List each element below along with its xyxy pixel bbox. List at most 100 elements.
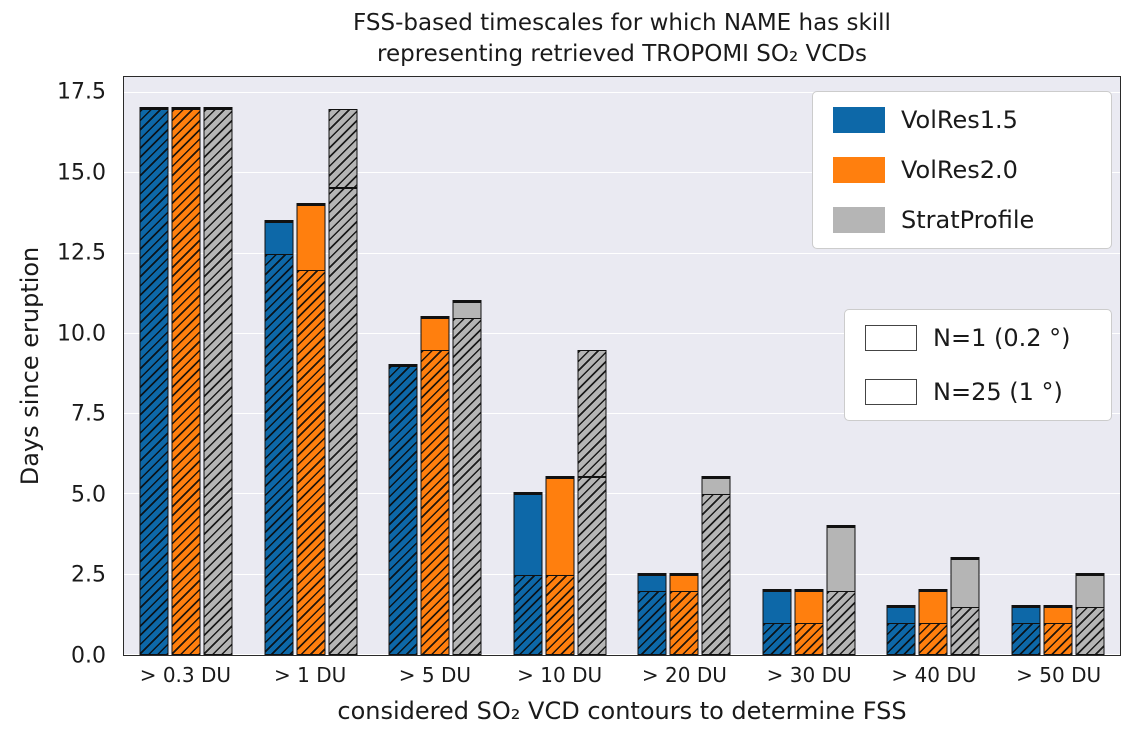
bar-slot-volres1.5 <box>637 77 667 655</box>
bar-slot-stratprofile <box>950 77 980 655</box>
bar-n1 <box>794 622 824 655</box>
bar-slot-stratprofile <box>701 77 731 655</box>
bar-slot-stratprofile <box>328 77 358 655</box>
y-axis-ticks: 0.0 2.5 5.0 7.5 10.0 12.5 15.0 17.5 <box>0 76 112 669</box>
x-tick-label: > 0.3 DU <box>139 663 232 687</box>
y-tick-label: 5.0 <box>71 482 106 508</box>
legend-swatch <box>833 157 885 183</box>
legend-label: N=25 (1 °) <box>933 378 1063 406</box>
bar-slot-volres1.5 <box>762 77 792 655</box>
chart-title-line1: FSS-based timescales for which NAME has … <box>353 10 891 36</box>
bar-n1 <box>1075 606 1105 655</box>
x-tick-label: > 30 DU <box>766 663 852 687</box>
bar-n1 <box>950 606 980 655</box>
bar-n1 <box>452 317 482 655</box>
legend-item: VolRes1.5 <box>833 106 1091 134</box>
bar-n1 <box>1043 622 1073 655</box>
legend-label: N=1 (0.2 °) <box>933 324 1071 352</box>
bar-n25-edge <box>388 364 418 366</box>
bar-n25-edge <box>296 203 326 206</box>
bar-n25-edge <box>637 572 667 575</box>
bar-n25-edge <box>701 476 731 479</box>
bar-n25-edge <box>545 476 575 479</box>
x-tick-label: > 5 DU <box>398 663 471 687</box>
bar-n25-edge <box>452 299 482 302</box>
legend-item: StratProfile <box>833 206 1091 234</box>
x-tick-label: > 50 DU <box>1016 663 1102 687</box>
bar-n1 <box>545 574 575 655</box>
bar-slot-volres1.5 <box>513 77 543 655</box>
bar-slot-volres1.5 <box>139 77 169 655</box>
gridline <box>124 493 1120 495</box>
bar-slot-volres2.0 <box>794 77 824 655</box>
x-axis-ticks: > 0.3 DU > 1 DU > 5 DU > 10 DU > 20 DU > 30 D… <box>123 663 1121 693</box>
bar-slot-volres1.5 <box>388 77 418 655</box>
plot-area: VolRes1.5 VolRes2.0 StratProfile N=1 (0.2 … <box>123 76 1121 656</box>
bar-slot-volres2.0 <box>669 77 699 655</box>
bar-slot-volres2.0 <box>420 77 450 655</box>
bar-n25-edge <box>918 588 948 591</box>
bar-slot-volres2.0 <box>171 77 201 655</box>
bar-n1 <box>826 590 856 655</box>
legend-item: VolRes2.0 <box>833 156 1091 184</box>
bar-n1 <box>1011 622 1041 655</box>
bar-group <box>637 77 731 655</box>
bar-n25-edge <box>328 187 358 190</box>
legend-label: StratProfile <box>901 206 1035 234</box>
bar-slot-volres2.0 <box>918 77 948 655</box>
bar-n25-edge <box>886 604 916 607</box>
bar-slot-stratprofile <box>577 77 607 655</box>
bar-n1 <box>420 349 450 655</box>
legend-swatch <box>833 107 885 133</box>
bar-n1 <box>388 366 418 655</box>
bar-n1 <box>637 590 667 655</box>
x-tick-label: > 10 DU <box>517 663 603 687</box>
bar-slot-volres1.5 <box>264 77 294 655</box>
bar-n25-edge <box>577 476 607 479</box>
bar-n25-edge <box>794 588 824 591</box>
bar-slot-stratprofile <box>452 77 482 655</box>
bar-n25-edge <box>1075 572 1105 575</box>
bar-slot-stratprofile <box>203 77 233 655</box>
gridline <box>124 332 1120 334</box>
bar-n1 <box>886 622 916 655</box>
bar-n25-edge <box>826 524 856 527</box>
x-axis-label: considered SO₂ VCD contours to determine… <box>337 697 907 725</box>
bar-group <box>388 77 482 655</box>
bar-group <box>139 77 233 655</box>
legend-item: N=1 (0.2 °) <box>865 324 1091 352</box>
y-tick-label: 17.5 <box>57 79 106 105</box>
bar-n1 <box>513 574 543 655</box>
bar-slot-stratprofile <box>826 77 856 655</box>
chart-title: FSS-based timescales for which NAME has … <box>123 8 1121 70</box>
bar-group <box>886 77 980 655</box>
variant-legend: N=1 (0.2 °) N=25 (1 °) <box>844 309 1112 421</box>
bar-n1 <box>669 590 699 655</box>
bar-n1 <box>918 622 948 655</box>
bar-group <box>513 77 607 655</box>
x-tick-label: > 1 DU <box>274 663 347 687</box>
series-legend: VolRes1.5 VolRes2.0 StratProfile <box>812 91 1112 249</box>
y-tick-label: 0.0 <box>71 643 106 669</box>
bar-n25-edge <box>762 588 792 591</box>
bar-n1 <box>139 109 169 655</box>
bar-group <box>264 77 358 655</box>
bar-n1 <box>264 253 294 655</box>
bar-n1 <box>328 109 358 655</box>
bar-group <box>762 77 856 655</box>
gridline <box>124 413 1120 415</box>
y-tick-label: 12.5 <box>57 240 106 266</box>
y-tick-label: 7.5 <box>71 401 106 427</box>
gridline <box>124 573 1120 575</box>
bar-slot-volres2.0 <box>296 77 326 655</box>
legend-item: N=25 (1 °) <box>865 378 1091 406</box>
gridline <box>124 654 1120 655</box>
y-tick-label: 2.5 <box>71 562 106 588</box>
bar-n25-edge <box>950 556 980 559</box>
x-tick-label: > 20 DU <box>641 663 727 687</box>
bar-slot-volres2.0 <box>545 77 575 655</box>
bar-slot-stratprofile <box>1075 77 1105 655</box>
bar-slot-volres1.5 <box>1011 77 1041 655</box>
legend-label: VolRes1.5 <box>901 106 1018 134</box>
